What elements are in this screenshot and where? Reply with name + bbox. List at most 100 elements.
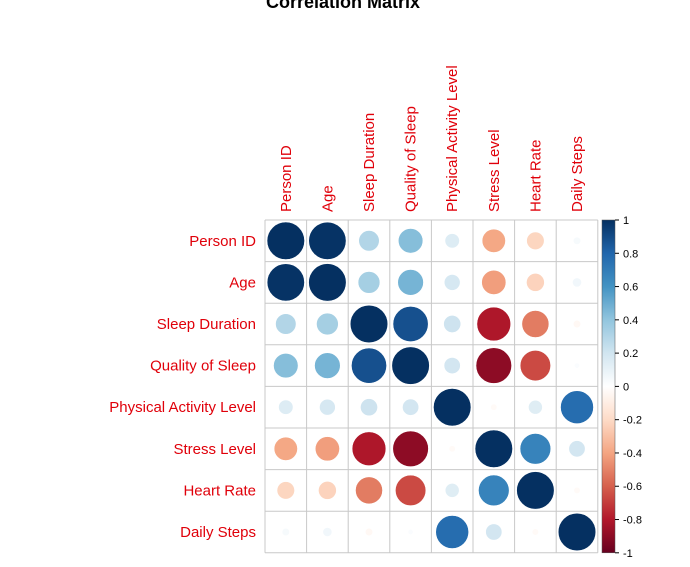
chart-title: Correlation Matrix — [266, 0, 420, 12]
corr-circle-person-id-daily-steps — [572, 236, 582, 245]
corr-circle-stress-level-physical-activity-level — [448, 445, 456, 453]
corr-circle-heart-rate-sleep-duration — [355, 476, 383, 505]
row-label-physical-activity-level: Physical Activity Level — [109, 399, 256, 416]
corr-circle-stress-level-quality-of-sleep — [392, 430, 429, 467]
corr-circle-sleep-duration-daily-steps — [572, 319, 582, 329]
legend-color-bar — [601, 219, 616, 554]
corr-circle-daily-steps-physical-activity-level — [435, 515, 470, 549]
corr-circle-person-id-sleep-duration — [358, 230, 380, 252]
legend-tick-label: 0.8 — [623, 248, 638, 260]
corr-circle-stress-level-stress-level — [474, 429, 513, 468]
row-label-heart-rate: Heart Rate — [183, 482, 256, 499]
row-label-quality-of-sleep: Quality of Sleep — [150, 358, 256, 375]
row-label-stress-level: Stress Level — [173, 441, 256, 458]
corr-circle-heart-rate-stress-level — [478, 474, 510, 507]
corr-circle-person-id-physical-activity-level — [444, 233, 460, 249]
corr-circle-sleep-duration-heart-rate — [521, 310, 550, 338]
row-label-sleep-duration: Sleep Duration — [157, 316, 256, 333]
column-label-daily-steps: Daily Steps — [569, 136, 586, 212]
row-label-age: Age — [229, 274, 256, 291]
corr-circle-quality-of-sleep-quality-of-sleep — [391, 346, 430, 385]
row-label-daily-steps: Daily Steps — [180, 524, 256, 541]
legend-tick-label: 0.6 — [623, 282, 638, 294]
corr-circle-age-heart-rate — [526, 273, 545, 292]
corr-circle-sleep-duration-sleep-duration — [349, 304, 389, 344]
legend-tick-label: -0.8 — [623, 515, 642, 527]
corr-circle-daily-steps-age — [322, 527, 333, 537]
legend-tick-label: 0 — [623, 381, 629, 393]
corr-circle-stress-level-age — [314, 436, 340, 462]
column-label-quality-of-sleep: Quality of Sleep — [403, 106, 420, 212]
corr-circle-person-id-quality-of-sleep — [397, 228, 424, 254]
corr-circle-sleep-duration-quality-of-sleep — [392, 306, 429, 342]
corr-circle-daily-steps-sleep-duration — [364, 527, 374, 537]
column-label-sleep-duration: Sleep Duration — [361, 113, 378, 212]
corr-circle-person-id-stress-level — [481, 228, 506, 253]
corr-circle-age-quality-of-sleep — [397, 269, 424, 296]
legend-tick-label: -0.2 — [623, 415, 642, 427]
corr-circle-heart-rate-quality-of-sleep — [395, 474, 427, 506]
column-label-physical-activity-level: Physical Activity Level — [444, 65, 461, 212]
legend-tick-label: 0.2 — [623, 348, 638, 360]
corr-circle-daily-steps-stress-level — [485, 523, 503, 541]
corr-circle-quality-of-sleep-stress-level — [475, 347, 512, 384]
legend-tick-label: -1 — [623, 548, 633, 560]
corr-circle-heart-rate-daily-steps — [573, 486, 581, 494]
cells-layer — [266, 221, 597, 552]
column-label-heart-rate: Heart Rate — [527, 139, 544, 212]
corr-circle-quality-of-sleep-physical-activity-level — [443, 357, 461, 375]
corr-circle-daily-steps-daily-steps — [557, 512, 597, 552]
color-legend: -1 -0.8 -0.6 -0.4 -0.2 0 0.2 0.4 0.6 0.8 1 — [601, 215, 642, 560]
corr-circle-physical-activity-level-person-id — [278, 399, 294, 415]
column-label-person-id: Person ID — [278, 145, 295, 212]
corr-circle-stress-level-sleep-duration — [351, 431, 387, 467]
grid-layer — [264, 219, 599, 554]
corr-circle-heart-rate-age — [318, 481, 337, 500]
corr-circle-physical-activity-level-quality-of-sleep — [402, 398, 420, 416]
corr-circle-heart-rate-person-id — [276, 481, 295, 500]
row-labels: Person ID Age Sleep Duration Quality of Sle… — [109, 233, 256, 541]
corr-circle-heart-rate-heart-rate — [516, 471, 555, 510]
corr-circle-stress-level-daily-steps — [568, 440, 586, 458]
corr-circle-age-physical-activity-level — [443, 274, 461, 291]
corr-circle-physical-activity-level-stress-level — [490, 403, 498, 411]
corr-circle-sleep-duration-age — [316, 312, 339, 336]
corr-circle-age-person-id — [266, 263, 305, 302]
corr-circle-person-id-heart-rate — [526, 231, 545, 250]
corr-circle-daily-steps-person-id — [281, 527, 290, 537]
corr-circle-quality-of-sleep-sleep-duration — [351, 347, 387, 384]
corr-circle-quality-of-sleep-heart-rate — [519, 350, 551, 382]
column-labels: Person ID Age Sleep Duration Quality of Sle… — [278, 65, 586, 212]
legend-tick-label: -0.4 — [623, 448, 642, 460]
column-label-stress-level: Stress Level — [486, 129, 503, 212]
corr-circle-age-daily-steps — [572, 277, 582, 288]
corr-circle-physical-activity-level-physical-activity-level — [433, 388, 472, 427]
corr-circle-sleep-duration-person-id — [275, 313, 297, 335]
legend-tick-label: 1 — [623, 215, 629, 227]
corr-circle-stress-level-person-id — [273, 436, 298, 461]
corr-circle-age-age — [308, 263, 347, 302]
corr-circle-daily-steps-quality-of-sleep — [407, 529, 414, 535]
corr-circle-stress-level-heart-rate — [519, 433, 552, 465]
corr-circle-daily-steps-heart-rate — [531, 528, 539, 536]
corr-circle-quality-of-sleep-age — [314, 352, 341, 379]
corr-circle-person-id-person-id — [266, 221, 305, 260]
corr-circle-sleep-duration-physical-activity-level — [443, 315, 462, 333]
corr-circle-physical-activity-level-daily-steps — [560, 390, 594, 425]
legend-tick-label: 0.4 — [623, 315, 638, 327]
corr-circle-physical-activity-level-age — [319, 398, 336, 416]
corr-circle-physical-activity-level-sleep-duration — [360, 398, 378, 417]
corr-circle-age-stress-level — [481, 269, 507, 295]
corr-circle-heart-rate-physical-activity-level — [444, 483, 460, 498]
column-label-age: Age — [319, 185, 336, 212]
row-label-person-id: Person ID — [189, 233, 256, 250]
corr-circle-age-sleep-duration — [357, 271, 381, 294]
corr-circle-sleep-duration-stress-level — [476, 306, 512, 342]
legend-tick-label: -0.6 — [623, 481, 642, 493]
corr-circle-physical-activity-level-heart-rate — [528, 399, 543, 415]
corr-circle-quality-of-sleep-person-id — [273, 352, 299, 379]
corr-circle-quality-of-sleep-daily-steps — [574, 362, 580, 369]
corr-circle-person-id-age — [308, 221, 347, 260]
